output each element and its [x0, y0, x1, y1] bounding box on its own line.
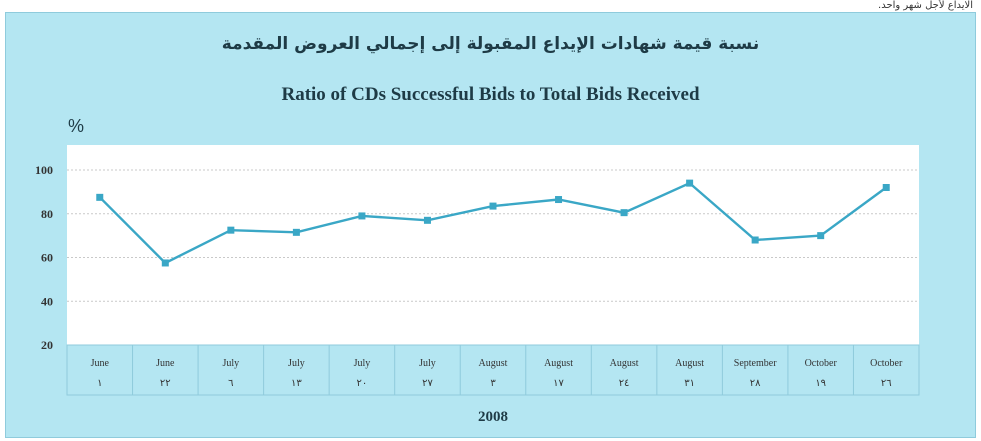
category-month-label: July: [223, 358, 240, 369]
category-month-label: October: [870, 358, 903, 369]
data-point: [292, 228, 300, 236]
category-month-label: October: [805, 358, 838, 369]
category-day-label: ٢٤: [619, 378, 630, 389]
top-note: الايداع لأجل شهر واحد.: [878, 0, 973, 11]
category-day-label: ٣: [490, 378, 496, 389]
data-point: [686, 179, 694, 187]
y-tick-label: 60: [41, 251, 53, 265]
data-point: [161, 259, 169, 267]
chart-title-arabic: نسبة قيمة شهادات الإيداع المقبولة إلى إج…: [221, 34, 760, 54]
data-point: [489, 202, 497, 210]
y-tick-labels: 20 40 60 80 100: [35, 163, 53, 352]
category-month-label: August: [675, 358, 704, 369]
category-month-label: September: [734, 358, 777, 369]
category-month-label: July: [288, 358, 305, 369]
category-day-label: ٣١: [684, 378, 695, 389]
y-axis-label: %: [68, 116, 84, 136]
category-day-label: ٢٨: [750, 378, 761, 389]
category-month-label: June: [156, 358, 175, 369]
y-tick-label: 40: [41, 294, 53, 308]
category-day-label: ١٩: [815, 378, 826, 389]
series-markers: [96, 179, 890, 267]
category-day-label: ٢٧: [422, 378, 433, 389]
category-day-label: ٢٠: [357, 378, 368, 389]
gridlines: [67, 169, 919, 302]
data-point: [882, 184, 890, 191]
data-point: [817, 232, 825, 240]
category-day-label: ١٣: [291, 378, 302, 389]
y-tick-label: 80: [41, 207, 53, 221]
category-month-label: August: [479, 358, 508, 369]
data-point: [96, 193, 104, 201]
data-point: [555, 196, 563, 204]
data-point: [620, 209, 628, 217]
category-month-label: August: [544, 358, 573, 369]
x-axis-label: 2008: [478, 409, 508, 425]
data-point: [358, 212, 366, 220]
data-point: [423, 216, 431, 224]
chart-title-english: Ratio of CDs Successful Bids to Total Bi…: [281, 84, 700, 105]
category-day-label: ٦: [228, 378, 233, 389]
category-day-label: ١٧: [553, 378, 564, 389]
category-cells: June ١ June ٢٢ July ٦ July ١٣ July ٢٠ July ٢٧ August…: [91, 345, 903, 395]
category-month-label: July: [419, 358, 436, 369]
data-point: [751, 236, 759, 244]
data-point: [227, 226, 235, 234]
category-month-label: June: [91, 358, 110, 369]
category-day-label: ١: [97, 378, 102, 389]
y-tick-label: 20: [41, 338, 53, 352]
category-month-label: August: [610, 358, 639, 369]
category-day-label: ٢٦: [881, 378, 892, 389]
category-strip: [66, 344, 920, 396]
category-day-label: ٢٢: [160, 378, 171, 389]
plot-area: [67, 145, 919, 345]
category-month-label: July: [354, 358, 371, 369]
y-tick-label: 100: [35, 163, 53, 177]
